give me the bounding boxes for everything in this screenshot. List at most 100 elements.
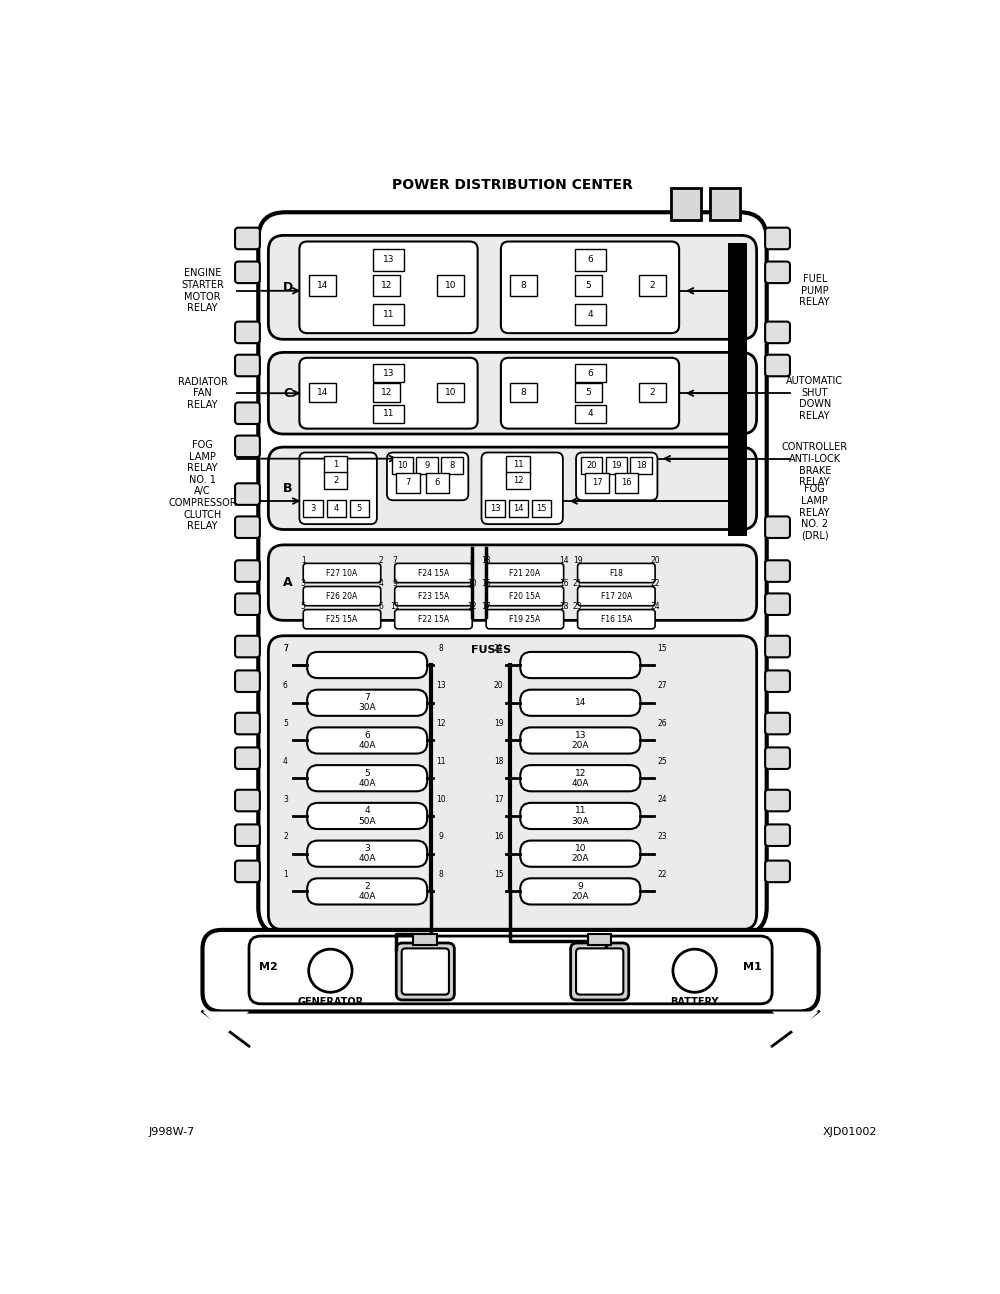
FancyBboxPatch shape bbox=[235, 402, 260, 424]
FancyBboxPatch shape bbox=[501, 242, 679, 333]
Bar bbox=[710, 188, 740, 220]
Bar bbox=[373, 304, 404, 326]
Bar bbox=[373, 364, 404, 383]
Bar bbox=[324, 472, 347, 489]
FancyBboxPatch shape bbox=[307, 802, 427, 829]
Text: 16: 16 bbox=[621, 479, 632, 488]
Text: 14: 14 bbox=[317, 281, 328, 290]
Bar bbox=[413, 934, 437, 945]
Text: RADIATOR
FAN
RELAY: RADIATOR FAN RELAY bbox=[178, 377, 227, 410]
FancyBboxPatch shape bbox=[235, 560, 260, 582]
FancyBboxPatch shape bbox=[765, 635, 790, 657]
FancyBboxPatch shape bbox=[395, 563, 472, 582]
Text: 6: 6 bbox=[435, 479, 440, 488]
Text: AUTOMATIC
SHUT
DOWN
RELAY: AUTOMATIC SHUT DOWN RELAY bbox=[786, 377, 843, 421]
FancyBboxPatch shape bbox=[402, 949, 449, 995]
Text: F16 15A: F16 15A bbox=[601, 615, 632, 624]
Text: 6: 6 bbox=[587, 255, 593, 264]
FancyBboxPatch shape bbox=[486, 563, 564, 582]
FancyBboxPatch shape bbox=[235, 824, 260, 846]
Text: 22: 22 bbox=[650, 578, 660, 587]
FancyBboxPatch shape bbox=[235, 594, 260, 615]
Bar bbox=[585, 474, 609, 493]
Text: CONTROLLER
ANTI-LOCK
BRAKE
RELAY: CONTROLLER ANTI-LOCK BRAKE RELAY bbox=[782, 443, 848, 488]
FancyBboxPatch shape bbox=[578, 609, 655, 629]
FancyBboxPatch shape bbox=[307, 652, 427, 678]
Text: 13: 13 bbox=[436, 682, 446, 690]
Bar bbox=[350, 501, 369, 518]
Text: 24: 24 bbox=[650, 602, 660, 611]
FancyBboxPatch shape bbox=[307, 765, 427, 792]
FancyBboxPatch shape bbox=[765, 748, 790, 769]
Bar bbox=[574, 274, 602, 296]
Text: 13: 13 bbox=[383, 369, 394, 378]
Bar bbox=[574, 383, 602, 401]
Text: 7: 7 bbox=[392, 556, 397, 564]
Text: 18: 18 bbox=[559, 602, 568, 611]
Text: 27: 27 bbox=[657, 682, 667, 690]
Text: 7: 7 bbox=[405, 479, 411, 488]
Text: 14: 14 bbox=[513, 505, 524, 514]
Bar bbox=[437, 274, 464, 296]
Bar bbox=[509, 501, 528, 518]
Text: GENERATOR: GENERATOR bbox=[297, 998, 363, 1007]
Bar bbox=[309, 274, 336, 296]
Text: 6: 6 bbox=[378, 602, 383, 611]
Bar bbox=[303, 501, 323, 518]
FancyBboxPatch shape bbox=[299, 453, 377, 524]
Bar bbox=[485, 501, 505, 518]
Text: 13: 13 bbox=[481, 556, 491, 564]
Text: 12
40A: 12 40A bbox=[572, 769, 589, 788]
FancyBboxPatch shape bbox=[520, 727, 640, 753]
Bar bbox=[437, 383, 464, 401]
FancyBboxPatch shape bbox=[268, 236, 757, 339]
Text: 3
40A: 3 40A bbox=[358, 844, 376, 863]
FancyBboxPatch shape bbox=[520, 765, 640, 792]
Text: 8: 8 bbox=[439, 643, 444, 652]
Text: 11: 11 bbox=[436, 757, 446, 766]
FancyBboxPatch shape bbox=[395, 609, 472, 629]
Text: 26: 26 bbox=[657, 719, 667, 729]
FancyBboxPatch shape bbox=[765, 713, 790, 734]
Text: FOG
LAMP
RELAY
NO. 1: FOG LAMP RELAY NO. 1 bbox=[187, 440, 218, 485]
Text: F24 15A: F24 15A bbox=[418, 568, 449, 577]
Text: 5: 5 bbox=[283, 719, 288, 729]
Bar bbox=[581, 457, 602, 474]
Text: 25: 25 bbox=[657, 757, 667, 766]
Text: 10: 10 bbox=[436, 795, 446, 804]
FancyBboxPatch shape bbox=[482, 453, 563, 524]
FancyBboxPatch shape bbox=[235, 635, 260, 657]
Bar bbox=[574, 250, 606, 270]
Text: 11
30A: 11 30A bbox=[572, 806, 589, 826]
Text: 10: 10 bbox=[397, 461, 408, 470]
Text: 13: 13 bbox=[490, 505, 500, 514]
Text: 11: 11 bbox=[383, 311, 394, 320]
Bar bbox=[326, 501, 346, 518]
Text: 17: 17 bbox=[481, 602, 491, 611]
Text: 9: 9 bbox=[439, 832, 444, 841]
Text: 19: 19 bbox=[611, 461, 622, 470]
FancyBboxPatch shape bbox=[571, 943, 629, 1000]
Text: 12: 12 bbox=[513, 476, 523, 485]
Text: 3: 3 bbox=[310, 505, 316, 514]
Bar bbox=[574, 304, 606, 326]
Text: 5: 5 bbox=[301, 602, 306, 611]
Text: 5: 5 bbox=[357, 505, 362, 514]
Text: 17: 17 bbox=[592, 479, 602, 488]
Text: 14: 14 bbox=[575, 699, 586, 708]
Text: 12: 12 bbox=[436, 719, 446, 729]
FancyBboxPatch shape bbox=[258, 212, 767, 934]
Text: 15: 15 bbox=[657, 643, 667, 652]
FancyBboxPatch shape bbox=[303, 563, 381, 582]
Text: 13
20A: 13 20A bbox=[572, 731, 589, 751]
Text: 8: 8 bbox=[449, 461, 455, 470]
FancyBboxPatch shape bbox=[387, 453, 468, 501]
Bar bbox=[416, 457, 438, 474]
Text: 21: 21 bbox=[494, 643, 503, 652]
FancyBboxPatch shape bbox=[501, 357, 679, 428]
Text: 9: 9 bbox=[392, 578, 397, 587]
Text: 1: 1 bbox=[333, 459, 338, 468]
FancyBboxPatch shape bbox=[765, 228, 790, 250]
Text: 7: 7 bbox=[283, 643, 288, 652]
Bar bbox=[588, 934, 611, 945]
